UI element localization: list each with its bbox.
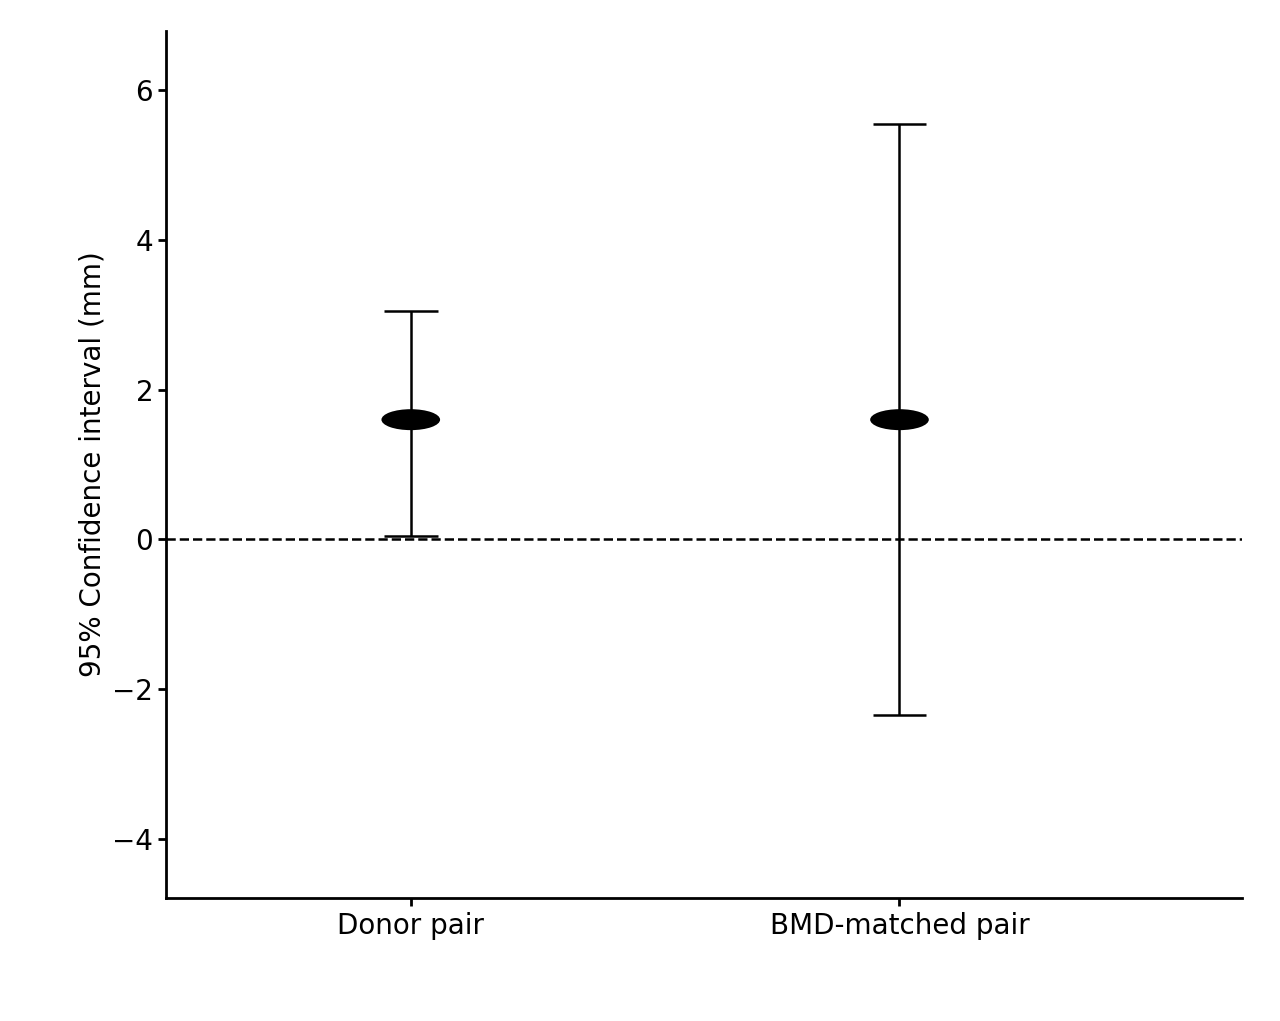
Ellipse shape	[381, 409, 440, 430]
Y-axis label: 95% Confidence interval (mm): 95% Confidence interval (mm)	[79, 252, 106, 677]
Ellipse shape	[870, 409, 929, 430]
